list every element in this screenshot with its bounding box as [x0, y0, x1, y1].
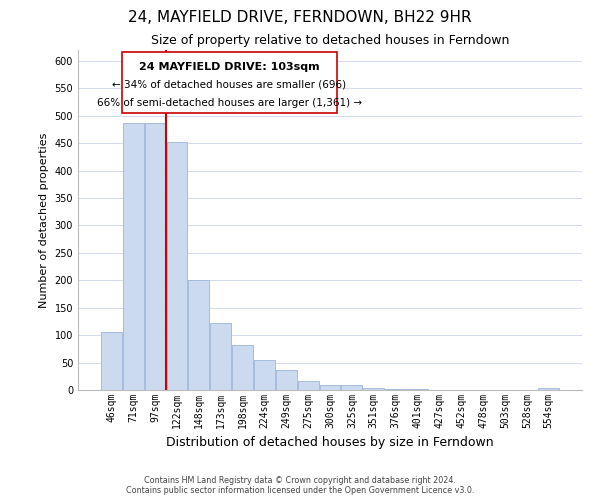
Bar [385, 389, 406, 390]
Bar [232, 345, 253, 390]
Text: 24 MAYFIELD DRIVE: 103sqm: 24 MAYFIELD DRIVE: 103sqm [139, 62, 320, 72]
Bar [210, 323, 231, 390]
Bar [101, 332, 122, 390]
Bar [254, 360, 275, 390]
Bar [364, 388, 384, 390]
Bar [298, 381, 319, 390]
Text: 24, MAYFIELD DRIVE, FERNDOWN, BH22 9HR: 24, MAYFIELD DRIVE, FERNDOWN, BH22 9HR [128, 10, 472, 25]
Bar [188, 280, 209, 390]
FancyBboxPatch shape [122, 52, 337, 113]
Bar [320, 384, 340, 390]
Text: ← 34% of detached houses are smaller (696): ← 34% of detached houses are smaller (69… [112, 80, 346, 90]
Bar [341, 385, 362, 390]
X-axis label: Distribution of detached houses by size in Ferndown: Distribution of detached houses by size … [166, 436, 494, 450]
Bar [145, 123, 166, 390]
Text: Contains HM Land Registry data © Crown copyright and database right 2024.
Contai: Contains HM Land Registry data © Crown c… [126, 476, 474, 495]
Title: Size of property relative to detached houses in Ferndown: Size of property relative to detached ho… [151, 34, 509, 48]
Bar [538, 388, 559, 390]
Bar [276, 370, 296, 390]
Bar [167, 142, 187, 390]
Text: 66% of semi-detached houses are larger (1,361) →: 66% of semi-detached houses are larger (… [97, 98, 362, 108]
Y-axis label: Number of detached properties: Number of detached properties [39, 132, 49, 308]
Bar [123, 123, 143, 390]
